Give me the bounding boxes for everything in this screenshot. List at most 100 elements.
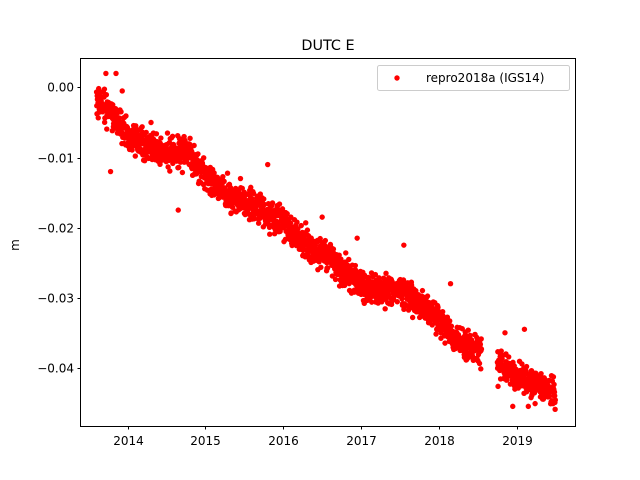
- data-point: [318, 264, 324, 270]
- data-point: [95, 115, 101, 121]
- data-point: [267, 231, 273, 237]
- data-point: [372, 271, 379, 278]
- data-point: [552, 393, 558, 399]
- data-point: [303, 220, 309, 226]
- data-point: [113, 70, 119, 77]
- data-point: [143, 129, 149, 136]
- data-point: [551, 381, 557, 388]
- x-tick-label: 2017: [346, 434, 377, 448]
- data-point: [495, 383, 501, 390]
- data-point: [330, 246, 337, 252]
- data-point: [157, 161, 163, 167]
- data-point: [261, 196, 267, 202]
- data-point: [107, 168, 114, 175]
- data-point: [419, 287, 426, 294]
- data-point: [167, 168, 173, 174]
- data-point: [169, 133, 176, 139]
- y-tick-label: −0.01: [37, 152, 74, 166]
- legend-box: [377, 65, 570, 91]
- data-point: [332, 276, 339, 283]
- chart-title: DUTC E: [301, 38, 354, 54]
- x-tick-label: 2018: [424, 434, 455, 448]
- data-point: [110, 102, 116, 108]
- data-point: [103, 92, 110, 98]
- data-point: [382, 306, 388, 312]
- data-point: [265, 161, 271, 168]
- data-point: [510, 403, 516, 410]
- data-point: [352, 262, 359, 269]
- data-point: [123, 113, 129, 119]
- x-tick-label: 2015: [190, 434, 221, 448]
- data-point: [401, 306, 407, 313]
- data-point: [187, 135, 193, 142]
- data-point: [224, 170, 231, 176]
- data-point: [478, 366, 484, 372]
- data-point: [295, 226, 301, 232]
- y-tick-label: −0.04: [37, 362, 74, 376]
- data-point: [324, 265, 331, 271]
- data-point: [276, 201, 283, 207]
- plot-area-frame: [80, 58, 576, 427]
- data-point: [220, 173, 226, 180]
- y-axis-label: m: [8, 239, 22, 251]
- data-point: [435, 304, 441, 311]
- data-point: [354, 235, 360, 241]
- data-point: [294, 219, 300, 225]
- data-point: [200, 155, 207, 161]
- y-tick-label: −0.02: [37, 222, 74, 236]
- x-tick-label: 2016: [268, 434, 299, 448]
- data-point: [447, 318, 453, 324]
- data-point: [424, 293, 431, 299]
- y-tick-label: −0.03: [37, 292, 74, 306]
- data-point: [195, 151, 201, 157]
- data-point: [165, 164, 171, 170]
- data-point: [319, 214, 325, 220]
- data-point: [116, 115, 122, 121]
- data-point: [525, 403, 532, 410]
- data-point: [101, 119, 108, 126]
- data-point: [187, 141, 193, 148]
- data-point: [546, 393, 553, 399]
- data-point: [132, 153, 139, 159]
- data-point: [401, 242, 407, 248]
- data-point: [540, 396, 547, 402]
- data-point: [153, 131, 160, 137]
- data-point: [148, 119, 154, 126]
- data-point: [465, 327, 471, 333]
- x-tick-label: 2014: [113, 434, 144, 448]
- data-point: [176, 164, 182, 171]
- data-point: [255, 220, 262, 226]
- data-point: [304, 227, 311, 233]
- data-point: [101, 86, 108, 92]
- data-point: [532, 400, 538, 407]
- data-point: [284, 210, 290, 217]
- data-point: [502, 330, 508, 336]
- data-point: [346, 256, 352, 263]
- data-point: [103, 70, 109, 77]
- data-point: [413, 288, 419, 294]
- data-point: [119, 88, 125, 94]
- data-point: [316, 257, 323, 263]
- data-point: [317, 235, 323, 242]
- data-point: [279, 206, 286, 212]
- data-point: [237, 175, 244, 182]
- y-tick-label: 0.00: [47, 81, 74, 95]
- data-point: [139, 124, 145, 130]
- data-point: [104, 126, 110, 132]
- legend: repro2018a (IGS14): [377, 65, 570, 91]
- data-point: [439, 309, 446, 315]
- data-point: [394, 299, 400, 305]
- data-point: [298, 222, 304, 229]
- data-point: [287, 220, 294, 226]
- legend-label: repro2018a (IGS14): [426, 71, 544, 85]
- data-point: [158, 135, 164, 141]
- x-tick-label: 2019: [502, 434, 533, 448]
- data-point: [550, 374, 557, 380]
- data-point: [478, 346, 485, 352]
- data-point: [191, 142, 197, 149]
- data-point: [221, 178, 227, 184]
- data-point: [552, 397, 559, 403]
- data-point: [250, 190, 257, 197]
- data-point: [498, 348, 504, 354]
- data-point: [383, 270, 389, 277]
